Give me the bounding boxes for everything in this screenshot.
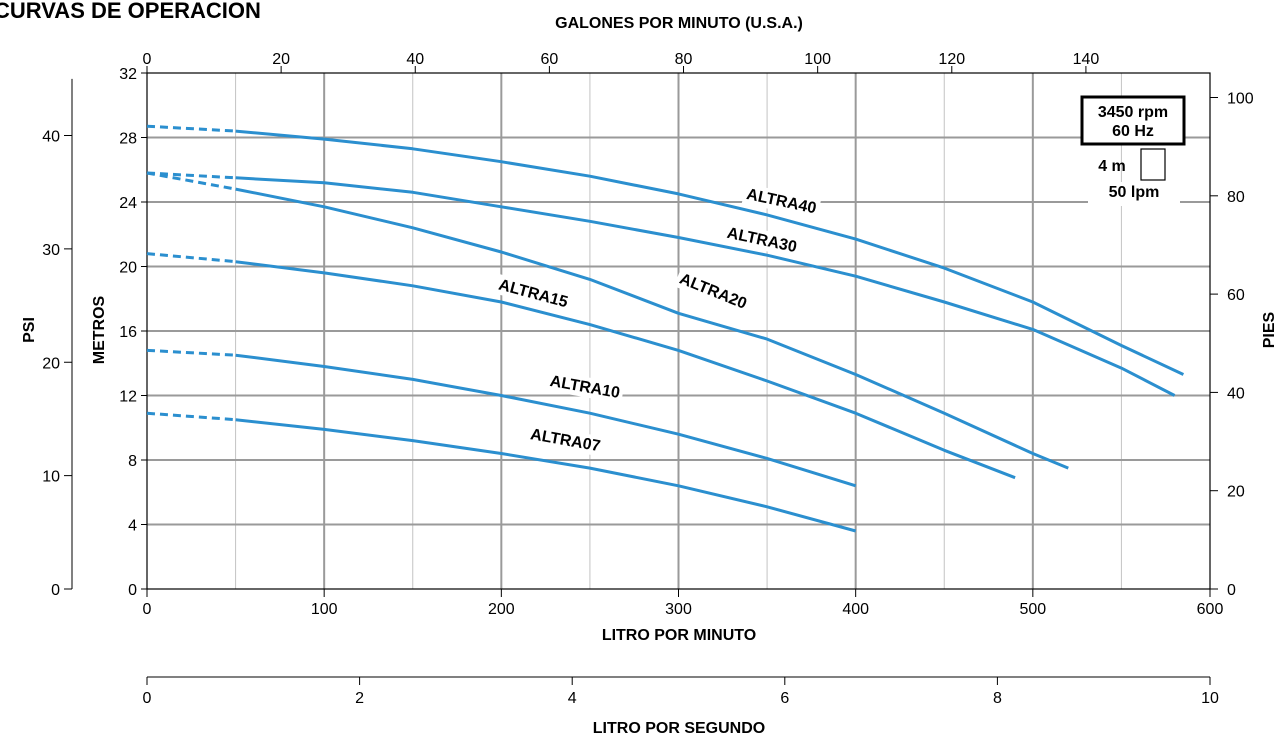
scale-key-lpm: 50 lpm: [1109, 184, 1160, 201]
curve-label-group: ALTRA15: [493, 273, 573, 314]
curve-altra15: [235, 260, 1016, 480]
curve-label-backdrop: [545, 370, 625, 404]
curve-label-group: ALTRA40: [741, 183, 822, 220]
curve-label-backdrop: [493, 273, 573, 314]
psi-tick-label: 40: [42, 129, 60, 146]
y-tick-label: 8: [128, 453, 137, 470]
y-tick-label: 20: [119, 260, 137, 277]
y-tick-label: 4: [128, 518, 137, 535]
curve-altra10: [235, 353, 857, 488]
scale-key-meters: 4 m: [1098, 158, 1126, 175]
speed-box: 3450 rpm 60 Hz: [1080, 95, 1186, 146]
curve-altra10-dashed: [146, 348, 236, 357]
pies-tick-label: 0: [1227, 582, 1236, 599]
top-tick-label: 120: [938, 51, 965, 68]
psi-tick-label: 20: [42, 355, 60, 372]
curve-label-altra15: ALTRA15: [497, 277, 570, 312]
x-tick-label: 100: [311, 601, 338, 618]
top-axis-title: GALONES POR MINUTO (U.S.A.): [555, 15, 803, 32]
curve-label-group: ALTRA30: [722, 222, 802, 258]
psi-tick-label: 0: [51, 582, 60, 599]
scale-key: 4 m 50 lpm: [1088, 148, 1180, 206]
curve-label-backdrop: [741, 183, 822, 220]
lps-tick-label: 4: [568, 690, 577, 707]
y-tick-label: 16: [119, 324, 137, 341]
pies-axis-title: PIES: [1261, 311, 1278, 348]
y-tick-label: 12: [119, 389, 137, 406]
pies-tick-label: 20: [1227, 484, 1245, 501]
curve-label-group: ALTRA07: [525, 423, 605, 457]
x-tick-label: 500: [1019, 601, 1046, 618]
x-axis-title: LITRO POR MINUTO: [602, 627, 756, 644]
curve-altra07: [235, 418, 857, 533]
lps-tick-label: 0: [143, 690, 152, 707]
curve-label-altra30: ALTRA30: [725, 225, 798, 256]
curve-altra07-dashed: [146, 411, 236, 422]
top-tick-label: 140: [1073, 51, 1100, 68]
scale-key-backdrop: [1088, 182, 1180, 206]
x-tick-label: 200: [488, 601, 515, 618]
x-tick-label: 600: [1197, 601, 1224, 618]
curve-altra30: [235, 176, 1176, 397]
scale-key-square: [1140, 148, 1166, 181]
y-tick-label: 24: [119, 195, 137, 212]
curves: [146, 124, 1185, 533]
curve-altra30-dashed: [146, 171, 236, 180]
x-tick-label: 0: [143, 601, 152, 618]
y-axis-title: METROS: [91, 295, 108, 364]
curve-label-backdrop: [722, 222, 802, 258]
curve-label-group: ALTRA20: [673, 267, 753, 315]
chart-title: CURVAS DE OPERACION: [0, 0, 261, 23]
lps-tick-label: 6: [780, 690, 789, 707]
top-tick-label: 60: [540, 51, 558, 68]
lps-tick-label: 2: [355, 690, 364, 707]
top-tick-label: 80: [675, 51, 693, 68]
bottom-axis-title: LITRO POR SEGUNDO: [593, 720, 765, 737]
top-tick-label: 0: [143, 51, 152, 68]
curve-label-group: ALTRA10: [545, 370, 625, 404]
grid: [147, 73, 1210, 589]
speed-box-frame: [1080, 95, 1186, 146]
lps-tick-label: 10: [1201, 690, 1219, 707]
psi-tick-label: 10: [42, 469, 60, 486]
curve-labels: ALTRA40 ALTRA30 ALTRA20 ALTRA15 ALTRA10 ALTRA…: [493, 183, 822, 457]
y-tick-label: 0: [128, 582, 137, 599]
curve-label-backdrop: [525, 423, 605, 457]
top-tick-label: 20: [272, 51, 290, 68]
y-tick-label: 32: [119, 66, 137, 83]
pies-tick-label: 40: [1227, 385, 1245, 402]
speed-box-hz: 60 Hz: [1112, 123, 1154, 140]
pies-tick-label: 100: [1227, 91, 1254, 108]
curve-altra40-dashed: [146, 124, 236, 133]
curve-label-backdrop: [673, 267, 753, 315]
speed-box-rpm: 3450 rpm: [1098, 104, 1168, 121]
curve-altra20: [235, 187, 1069, 470]
curve-altra15-dashed: [146, 252, 236, 264]
top-tick-label: 100: [804, 51, 831, 68]
x-tick-label: 400: [842, 601, 869, 618]
pies-tick-label: 80: [1227, 189, 1245, 206]
x-tick-label: 300: [665, 601, 692, 618]
psi-axis-title: PSI: [21, 317, 38, 343]
psi-tick-label: 30: [42, 242, 60, 259]
top-tick-label: 40: [406, 51, 424, 68]
curve-altra40: [235, 129, 1185, 376]
y-tick-label: 28: [119, 131, 137, 148]
pies-tick-label: 60: [1227, 287, 1245, 304]
curve-altra20-dashed: [146, 171, 236, 191]
lps-tick-label: 8: [993, 690, 1002, 707]
